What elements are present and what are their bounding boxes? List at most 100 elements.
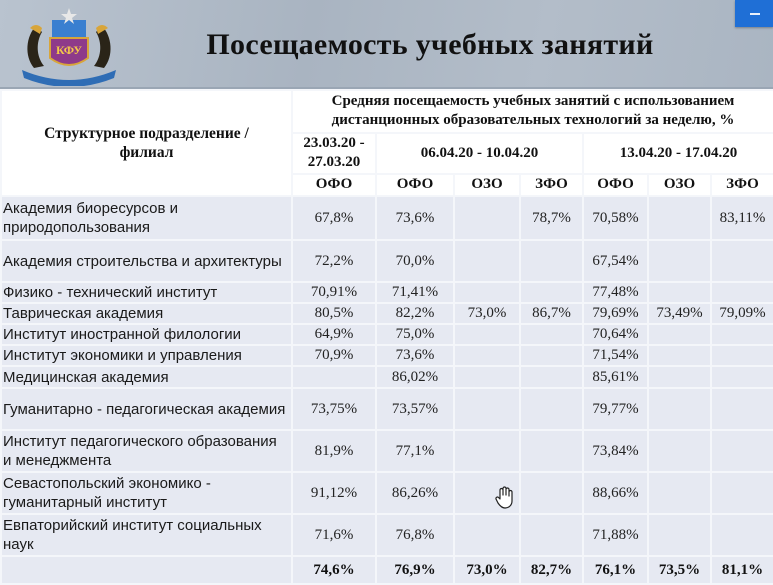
value-cell <box>453 281 521 304</box>
form-header: ОФО <box>582 172 649 198</box>
attendance-table: Структурное подразделение / филиал Средн… <box>0 89 773 585</box>
value-cell <box>647 429 712 473</box>
value-cell: 73,49% <box>647 302 712 325</box>
value-cell: 77,48% <box>582 281 649 304</box>
slide-header: КФУ Посещаемость учебных занятий <box>0 0 773 89</box>
value-cell: 71,6% <box>291 513 377 557</box>
value-cell: 67,54% <box>582 239 649 283</box>
value-cell <box>709 239 773 283</box>
value-cell: 73,6% <box>375 344 455 367</box>
value-cell <box>647 344 712 367</box>
value-cell: 70,91% <box>291 281 377 304</box>
minimize-icon <box>750 13 760 15</box>
value-cell <box>709 365 773 389</box>
value-cell <box>519 344 584 367</box>
form-header: ОФО <box>291 172 377 198</box>
unit-name: Евпаторийский институт социальных наук <box>0 513 293 557</box>
table-row: Евпаторийский институт социальных наук 7… <box>0 513 773 557</box>
unit-name: Таврическая академия <box>0 302 293 325</box>
value-cell: 71,41% <box>375 281 455 304</box>
value-cell: 79,09% <box>709 302 773 325</box>
value-cell: 83,11% <box>709 195 773 241</box>
value-cell <box>709 344 773 367</box>
unit-name: Гуманитарно - педагогическая академия <box>0 387 293 431</box>
value-cell: 88,66% <box>582 471 649 515</box>
value-cell <box>519 323 584 346</box>
value-cell: 70,58% <box>582 195 649 241</box>
value-cell <box>647 471 712 515</box>
value-cell: 72,2% <box>291 239 377 283</box>
value-cell <box>647 281 712 304</box>
period-header-3: 13.04.20 - 17.04.20 <box>581 131 773 175</box>
value-cell: 78,7% <box>519 195 584 241</box>
value-cell <box>453 365 521 389</box>
table-row: Таврическая академия 80,5% 82,2% 73,0% 8… <box>0 302 773 325</box>
unit-name: Физико - технический институт <box>0 281 293 304</box>
value-cell: 64,9% <box>291 323 377 346</box>
period-header-1: 23.03.20 - 27.03.20 <box>291 131 377 175</box>
value-cell <box>453 344 521 367</box>
value-cell <box>453 239 521 283</box>
value-cell <box>709 471 773 515</box>
value-cell <box>291 365 377 389</box>
value-cell <box>647 323 712 346</box>
value-cell <box>709 513 773 557</box>
value-cell: 70,9% <box>291 344 377 367</box>
form-header: ЗФО <box>519 172 584 198</box>
value-cell: 76,8% <box>375 513 455 557</box>
value-cell: 70,0% <box>375 239 455 283</box>
value-cell: 86,7% <box>519 302 584 325</box>
value-cell: 81,9% <box>291 429 377 473</box>
table-row: Академия биоресурсов и природопользовани… <box>0 195 773 241</box>
value-cell <box>519 365 584 389</box>
value-cell: 67,8% <box>291 195 377 241</box>
table-row: Гуманитарно - педагогическая академия 73… <box>0 387 773 431</box>
value-cell: 85,61% <box>582 365 649 389</box>
table-row: Севастопольский экономико - гуманитарный… <box>0 471 773 515</box>
value-cell: 73,75% <box>291 387 377 431</box>
table-row: Институт педагогического образования и м… <box>0 429 773 473</box>
value-cell: 71,88% <box>582 513 649 557</box>
value-cell <box>647 513 712 557</box>
value-cell <box>519 387 584 431</box>
value-cell: 71,54% <box>582 344 649 367</box>
value-cell <box>709 323 773 346</box>
value-cell <box>453 471 521 515</box>
value-cell: 73,0% <box>453 302 521 325</box>
unit-name: Академия биоресурсов и природопользовани… <box>0 195 293 241</box>
period-header-2: 06.04.20 - 10.04.20 <box>375 131 584 175</box>
value-cell: 79,69% <box>582 302 649 325</box>
unit-name: Институт иностранной филологии <box>0 323 293 346</box>
value-cell: 73,6% <box>375 195 455 241</box>
value-cell <box>709 387 773 431</box>
value-cell <box>453 387 521 431</box>
unit-name: Институт экономики и управления <box>0 344 293 367</box>
value-cell: 86,02% <box>375 365 455 389</box>
value-cell: 75,0% <box>375 323 455 346</box>
unit-name: Медицинская академия <box>0 365 293 389</box>
page-title: Посещаемость учебных занятий <box>206 28 654 61</box>
value-cell <box>647 365 712 389</box>
value-cell <box>647 195 712 241</box>
minimize-button[interactable] <box>735 0 773 27</box>
value-cell <box>709 281 773 304</box>
value-cell: 77,1% <box>375 429 455 473</box>
value-cell <box>709 429 773 473</box>
unit-name: Севастопольский экономико - гуманитарный… <box>0 471 293 515</box>
value-cell <box>453 323 521 346</box>
value-cell <box>647 239 712 283</box>
value-cell <box>519 429 584 473</box>
value-cell <box>647 387 712 431</box>
value-cell <box>519 239 584 283</box>
value-cell <box>453 429 521 473</box>
kfu-logo-icon: КФУ <box>22 8 116 86</box>
form-header: ОЗО <box>453 172 521 198</box>
value-cell: 73,84% <box>582 429 649 473</box>
unit-column-header: Структурное подразделение / филиал <box>0 89 293 197</box>
form-header: ОФО <box>375 172 455 198</box>
value-cell: 73,57% <box>375 387 455 431</box>
unit-name: Институт педагогического образования и м… <box>0 429 293 473</box>
group-header: Средняя посещаемость учебных занятий с и… <box>290 89 773 134</box>
unit-name: Академия строительства и архитектуры <box>0 239 293 283</box>
value-cell <box>453 195 521 241</box>
